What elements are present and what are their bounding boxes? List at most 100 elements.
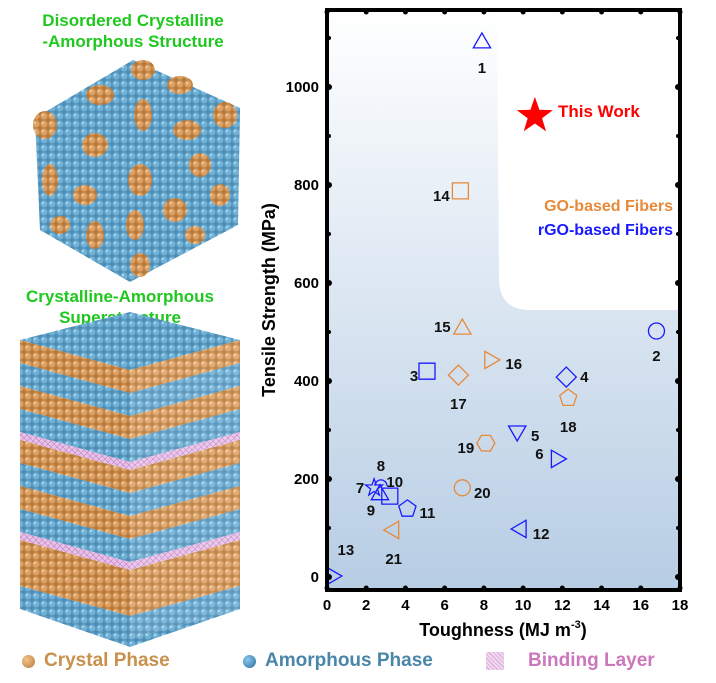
point-label-17: 17 [450, 396, 467, 413]
layer-right [130, 386, 240, 439]
x-tick-top [481, 9, 487, 15]
point-label-14: 14 [433, 188, 450, 205]
y-tick-label: 1000 [286, 79, 319, 96]
layer-left [20, 509, 130, 562]
point-label-7: 7 [356, 480, 364, 497]
layer-left [20, 563, 130, 616]
layer-left [20, 340, 130, 393]
y-tick [327, 526, 331, 530]
layer-right [130, 340, 240, 393]
layer-right [130, 409, 240, 462]
x-tick [363, 585, 369, 591]
y-tick-right [676, 36, 680, 40]
go-fibers-label: GO-based Fibers [544, 198, 673, 215]
marker-6 [550, 449, 568, 469]
x-tick-top [324, 9, 330, 15]
marker-10 [381, 487, 399, 505]
y-tick-right [675, 574, 681, 580]
point-label-21: 21 [385, 551, 402, 568]
point-label-10: 10 [386, 474, 403, 491]
x-axis-label: Toughness (MJ m-3) [419, 619, 586, 640]
crystal-ball-icon [22, 654, 35, 668]
y-tick-label: 200 [294, 471, 319, 488]
y-tick [327, 134, 331, 138]
marker-3 [418, 362, 436, 380]
marker-19 [476, 434, 496, 452]
y-tick-right [676, 232, 680, 236]
y-tick [327, 36, 331, 40]
y-tick [326, 280, 332, 286]
marker-5 [507, 425, 528, 443]
x-tick-label: 14 [593, 597, 610, 614]
x-tick [559, 585, 565, 591]
marker-12 [509, 519, 527, 539]
layer-left [20, 532, 130, 570]
y-tick-right [675, 280, 681, 286]
layer-right [130, 540, 240, 593]
y-tick-label: 800 [294, 177, 319, 194]
x-tick-top [599, 9, 605, 15]
marker-8 [374, 479, 388, 486]
layer-right [130, 363, 240, 416]
marker-14 [451, 182, 470, 200]
x-tick [677, 585, 683, 591]
y-tick [327, 428, 331, 432]
layer-left [20, 586, 130, 639]
layer-left [20, 440, 130, 493]
rgo-fibers-label: rGO-based Fibers [538, 222, 673, 239]
y-tick-label: 400 [294, 373, 319, 390]
layer-left [20, 363, 130, 416]
point-label-8: 8 [377, 458, 385, 475]
disordered-cube [33, 60, 240, 282]
point-label-6: 6 [535, 446, 543, 463]
point-label-18: 18 [560, 419, 577, 436]
top-structure-title: Disordered Crystalline -Amorphous Struct… [42, 11, 224, 51]
y-tick [326, 476, 332, 482]
y-tick [327, 232, 331, 236]
x-tick-top [559, 9, 565, 15]
highlight-region [497, 10, 680, 310]
x-tick [638, 585, 644, 591]
y-tick-right [675, 476, 681, 482]
y-tick [327, 330, 331, 334]
layer-left [20, 463, 130, 516]
marker-9 [370, 483, 390, 501]
x-tick-label: 8 [480, 597, 488, 614]
y-tick-right [676, 526, 680, 530]
layer-right [130, 486, 240, 539]
y-tick-label: 0 [311, 569, 319, 586]
x-tick-label: 6 [440, 597, 448, 614]
marker-17 [447, 364, 470, 387]
y-tick-right [676, 428, 680, 432]
y-tick-right [675, 84, 681, 90]
layer-right [130, 432, 240, 470]
binding-texture-icon [486, 652, 504, 670]
x-tick [324, 585, 330, 591]
marker-21 [382, 520, 400, 540]
marker-2 [647, 322, 666, 340]
y-tick-right [675, 378, 681, 384]
x-tick-top [638, 9, 644, 15]
x-tick [402, 585, 408, 591]
x-tick-top [442, 9, 448, 15]
layer-bottom [20, 609, 240, 647]
legend-amorphous: Amorphous Phase [243, 650, 433, 672]
y-tick-label: 600 [294, 275, 319, 292]
x-tick-label: 0 [323, 597, 331, 614]
marker-20 [453, 479, 471, 497]
x-tick-label: 10 [515, 597, 532, 614]
point-label-9: 9 [367, 503, 375, 520]
y-tick-right [675, 182, 681, 188]
legend-binding: Binding Layer [486, 650, 655, 672]
marker-1 [472, 31, 492, 49]
marker-11 [398, 499, 417, 517]
y-tick [326, 378, 332, 384]
layer-right [130, 586, 240, 639]
amorphous-ball-icon [243, 654, 256, 668]
point-label-19: 19 [458, 440, 475, 457]
point-label-20: 20 [474, 485, 491, 502]
x-tick-top [363, 9, 369, 15]
x-tick-top [402, 9, 408, 15]
y-tick [326, 182, 332, 188]
layer-left [20, 486, 130, 539]
